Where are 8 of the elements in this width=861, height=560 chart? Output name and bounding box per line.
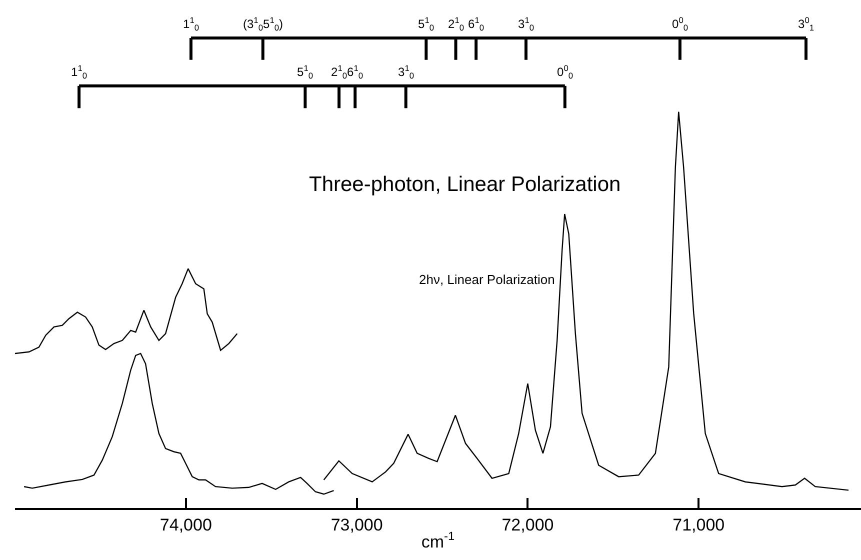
x-tick-label: 71,000 xyxy=(672,515,725,534)
x-axis-title: cm$^{-1}$ xyxy=(421,529,456,552)
annotation: 2hν, Linear Polarization xyxy=(419,272,555,287)
x-tick-label: 73,000 xyxy=(330,515,383,534)
x-tick-label: 74,000 xyxy=(160,515,212,534)
annotation: Three-photon, Linear Polarization xyxy=(309,173,621,196)
text: (3$^{1}$$_{0}$5$^{1}$$_{0}$) xyxy=(243,15,284,33)
x-tick-label: 72,000 xyxy=(502,515,554,534)
